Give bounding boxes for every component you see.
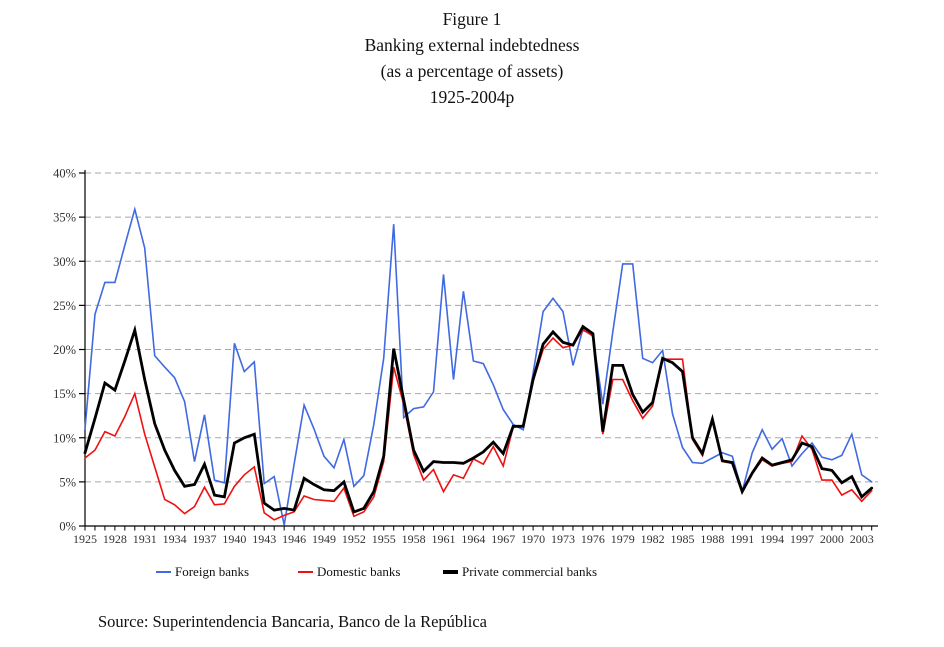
x-tick-label: 1988 bbox=[700, 532, 724, 546]
x-tick-label: 1964 bbox=[461, 532, 485, 546]
figure-title-line-4: 1925-2004p bbox=[429, 87, 515, 107]
x-tick-label: 1949 bbox=[312, 532, 336, 546]
x-tick-label: 1946 bbox=[282, 532, 306, 546]
x-tick-label: 1991 bbox=[730, 532, 754, 546]
x-tick-label: 1940 bbox=[222, 532, 246, 546]
x-tick-label: 1943 bbox=[252, 532, 276, 546]
y-tick-label: 15% bbox=[53, 387, 76, 401]
domestic-banks-line-swatch bbox=[298, 571, 313, 573]
legend-item-foreign-banks: Foreign banks bbox=[156, 564, 249, 580]
figure-title-line-1: Figure 1 bbox=[442, 9, 502, 29]
legend-label-private-commercial-banks: Private commercial banks bbox=[462, 564, 598, 579]
figure-title-line-3: (as a percentage of assets) bbox=[380, 61, 564, 81]
x-tick-label: 1994 bbox=[760, 532, 784, 546]
x-tick-label: 1937 bbox=[192, 532, 216, 546]
x-tick-label: 1934 bbox=[163, 532, 187, 546]
legend-label-domestic-banks: Domestic banks bbox=[317, 564, 401, 579]
series-line-foreign-banks bbox=[84, 206, 873, 526]
x-tick-label: 1931 bbox=[133, 532, 157, 546]
x-tick-label: 2000 bbox=[820, 532, 844, 546]
figure-title-line-2: Banking external indebtedness bbox=[364, 35, 580, 55]
x-tick-label: 1982 bbox=[641, 532, 665, 546]
figure-title: Figure 1 Banking external indebtedness (… bbox=[0, 6, 944, 110]
legend-item-private-commercial-banks: Private commercial banks bbox=[443, 564, 597, 580]
x-tick-label: 1979 bbox=[611, 532, 635, 546]
foreign-banks-line-swatch bbox=[156, 571, 171, 573]
y-tick-label: 25% bbox=[53, 299, 76, 313]
x-tick-label: 1997 bbox=[790, 532, 814, 546]
series-line-private-commercial-banks bbox=[83, 324, 874, 514]
x-tick-label: 1958 bbox=[402, 532, 426, 546]
y-tick-label: 35% bbox=[53, 211, 76, 225]
y-tick-label: 10% bbox=[53, 431, 76, 445]
x-tick-label: 1973 bbox=[551, 532, 575, 546]
y-tick-label: 40% bbox=[53, 167, 76, 181]
x-tick-label: 1976 bbox=[581, 532, 605, 546]
y-tick-label: 0% bbox=[59, 520, 76, 534]
y-tick-label: 5% bbox=[59, 475, 76, 489]
x-tick-label: 1925 bbox=[73, 532, 97, 546]
x-tick-label: 1928 bbox=[103, 532, 127, 546]
private-commercial-banks-line-swatch bbox=[443, 570, 458, 574]
legend-label-foreign-banks: Foreign banks bbox=[175, 564, 250, 579]
y-tick-label: 30% bbox=[53, 255, 76, 269]
x-tick-label: 2003 bbox=[850, 532, 874, 546]
x-tick-label: 1961 bbox=[431, 532, 455, 546]
x-tick-label: 1985 bbox=[670, 532, 694, 546]
legend-item-domestic-banks: Domestic banks bbox=[298, 564, 400, 580]
x-tick-label: 1970 bbox=[521, 532, 545, 546]
x-tick-label: 1952 bbox=[342, 532, 366, 546]
x-tick-label: 1955 bbox=[372, 532, 396, 546]
x-tick-label: 1967 bbox=[491, 532, 515, 546]
source-note: Source: Superintendencia Bancaria, Banco… bbox=[98, 612, 487, 631]
y-tick-label: 20% bbox=[53, 343, 76, 357]
